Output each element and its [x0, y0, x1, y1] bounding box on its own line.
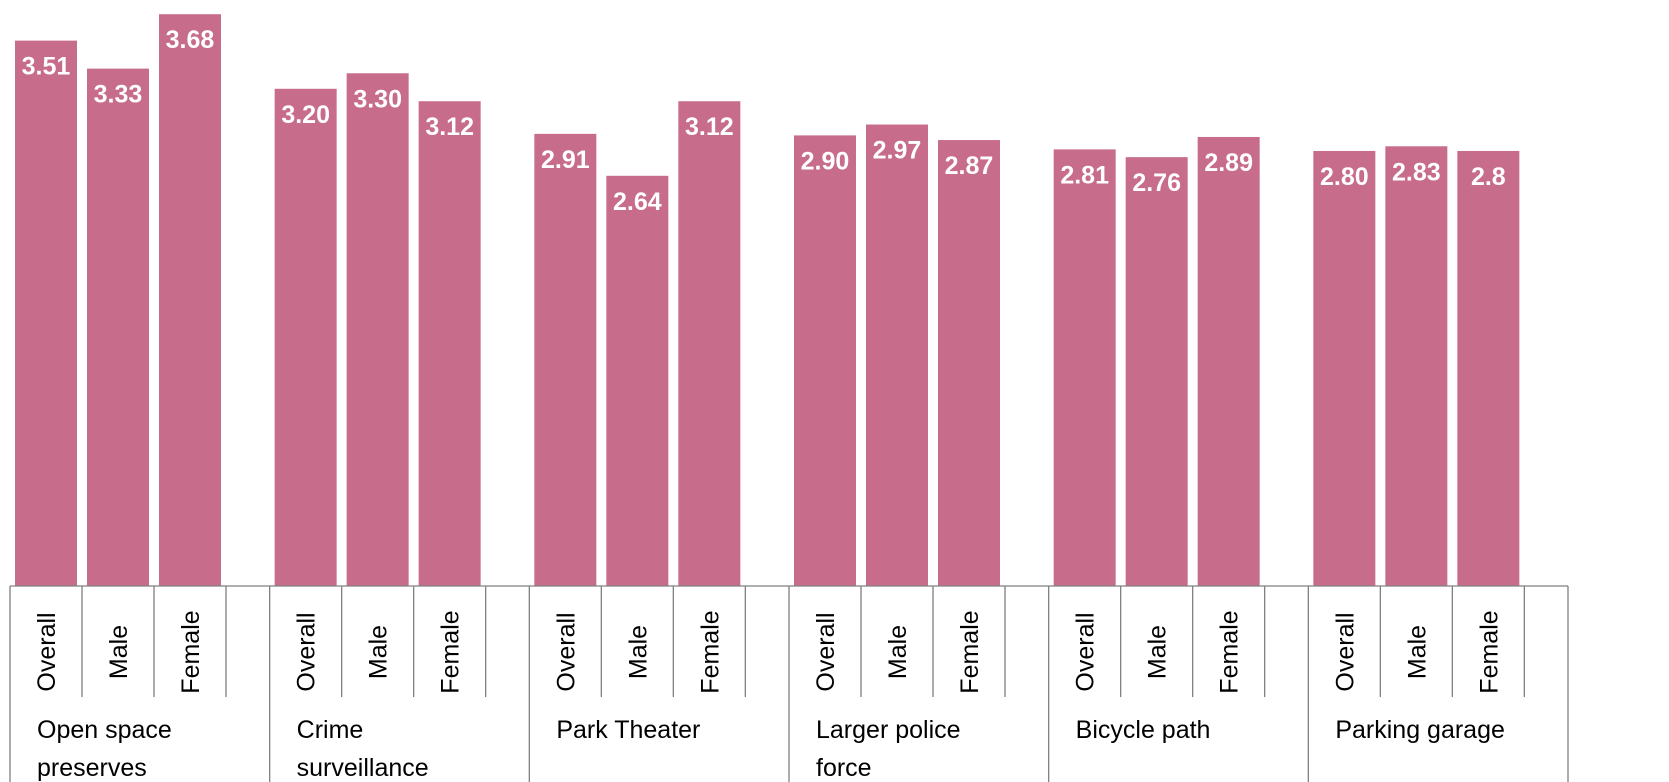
subcategory-label: Male [1403, 625, 1431, 679]
category-group-4: 2.90 Overall 2.97 Male 2.87 Female Larger poli… [794, 124, 1000, 782]
subcategory-label: Female [1475, 610, 1503, 693]
subcategory-label: Female [956, 610, 984, 693]
subcategory-label: Overall [1331, 612, 1359, 691]
category-label-line: Bicycle path [1076, 716, 1211, 744]
subcategory-label: Overall [812, 612, 840, 691]
data-label: 2.97 [873, 137, 922, 165]
category-label: Park Theater [556, 716, 700, 744]
bar-overall [534, 133, 597, 586]
subcategory-label: Male [105, 625, 133, 679]
subcategory-label: Overall [552, 612, 580, 691]
subcategory-label: Overall [293, 612, 321, 691]
bar-female [1197, 136, 1260, 586]
subcategory-label: Female [177, 610, 205, 693]
bar-male [606, 175, 669, 586]
subcategory-label: Male [624, 625, 652, 679]
bar-female [1457, 150, 1520, 587]
category-label-line: Park Theater [556, 716, 700, 744]
category-label: Larger police force [816, 716, 961, 782]
data-label: 2.87 [945, 152, 994, 180]
category-label-line: Crime [297, 716, 364, 744]
category-label-line: force [816, 754, 872, 782]
category-label-line: Larger police [816, 716, 961, 744]
category-label-line: Open space [37, 716, 172, 744]
bar-female [678, 101, 741, 587]
bar-male [866, 124, 928, 586]
category-group-3: 2.91 Overall 2.64 Male 3.12 Female Park Theate… [534, 101, 741, 744]
data-label: 2.90 [801, 147, 850, 175]
data-label: 2.89 [1204, 149, 1253, 177]
data-label: 2.8 [1471, 163, 1506, 191]
bar-overall [794, 135, 856, 586]
data-label: 2.91 [541, 146, 590, 174]
bar-overall [1053, 149, 1116, 587]
data-label: 2.76 [1132, 169, 1181, 197]
bar-male [87, 68, 149, 586]
bar-male [346, 73, 409, 587]
category-label-line: Parking garage [1335, 716, 1505, 744]
data-label: 2.81 [1060, 161, 1109, 189]
bar-male [1125, 157, 1188, 586]
subcategory-label: Female [1216, 610, 1244, 693]
subcategory-label: Overall [33, 612, 61, 691]
category-label: Parking garage [1335, 716, 1505, 744]
category-label: Open space preserves [37, 716, 172, 782]
data-label: 3.20 [281, 101, 330, 129]
category-label: Bicycle path [1076, 716, 1211, 744]
data-label: 3.30 [353, 85, 402, 113]
subcategory-label: Overall [1072, 612, 1100, 691]
bar-overall [15, 40, 77, 587]
category-label: Crime surveillance [297, 716, 429, 782]
category-group-2: 3.20 Overall 3.30 Male 3.12 Female Crime survei… [274, 73, 481, 782]
data-label: 2.80 [1320, 163, 1369, 191]
bar-female [938, 140, 1000, 586]
subcategory-label: Female [437, 610, 465, 693]
bar-female [418, 101, 481, 587]
subcategory-label: Male [884, 625, 912, 679]
data-label: 3.68 [166, 26, 215, 54]
subcategory-label: Female [696, 610, 724, 693]
data-label: 3.12 [425, 113, 474, 141]
bar-overall [1313, 150, 1376, 587]
subcategory-label: Male [1144, 625, 1172, 679]
category-label-line: preserves [37, 754, 147, 782]
data-label: 3.12 [685, 113, 734, 141]
data-label: 2.64 [613, 188, 662, 216]
data-label: 3.33 [94, 81, 143, 109]
bar-overall [274, 88, 337, 586]
subcategory-label: Male [365, 625, 393, 679]
data-label: 3.51 [22, 53, 71, 81]
category-group-6: 2.80 Overall 2.83 Male 2.8 Female Parking gara… [1313, 146, 1520, 744]
category-label-line: surveillance [297, 754, 429, 782]
bar-male [1385, 146, 1448, 586]
data-label: 2.83 [1392, 158, 1441, 186]
bar-female [159, 14, 221, 587]
